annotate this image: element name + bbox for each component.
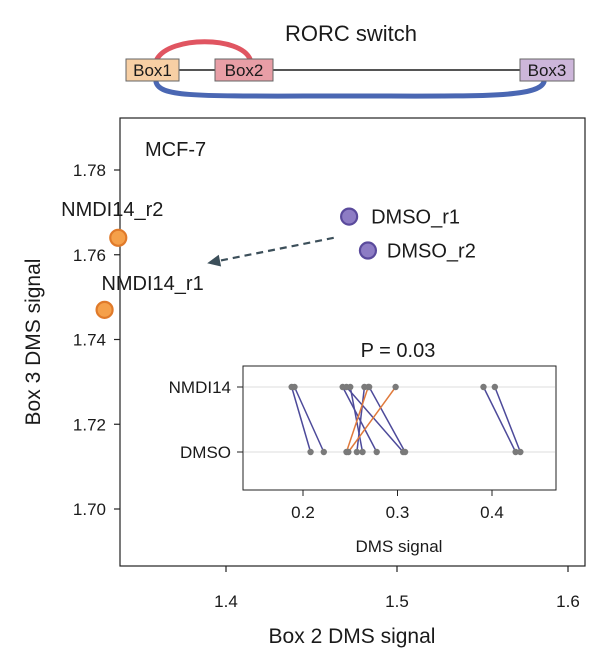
inset-pair-line bbox=[345, 386, 404, 453]
inset-p-value: P = 0.03 bbox=[361, 340, 436, 362]
inset-point-nmdi14 bbox=[365, 383, 372, 391]
shift-arrow-head bbox=[207, 254, 222, 267]
point-label: DMSO_r1 bbox=[371, 207, 460, 229]
main-x-tick-label: 1.4 bbox=[214, 592, 238, 611]
main-x-axis-label: Box 2 DMS signal bbox=[269, 625, 436, 648]
point-label: NMDI14_r1 bbox=[101, 273, 203, 295]
box2-rect bbox=[214, 58, 274, 82]
inset-pair-line bbox=[482, 386, 517, 453]
switch-schematic: RORC switch Box1 Box2 Box3 bbox=[125, 21, 575, 99]
switch-arc-long bbox=[153, 79, 547, 99]
box3-label: Box3 bbox=[528, 61, 567, 80]
shift-arrow bbox=[207, 236, 334, 267]
inset-point-dmso bbox=[345, 448, 352, 456]
inset-point-dmso bbox=[359, 448, 366, 456]
box2-label: Box2 bbox=[225, 61, 264, 80]
point-label: NMDI14_r2 bbox=[61, 199, 163, 221]
inset-pair-line bbox=[293, 386, 325, 453]
inset-chart: P = 0.03 NMDI14 DMSO 0.2 0.3 0.4 DMS signal bbox=[169, 340, 557, 556]
inset-pair-line bbox=[368, 386, 406, 453]
inset-point-dmso bbox=[353, 448, 361, 456]
box3-rect bbox=[519, 58, 575, 82]
main-plot-frame bbox=[119, 117, 586, 567]
point-nmdi14-r2 bbox=[109, 228, 128, 247]
inset-pair-line bbox=[345, 386, 369, 453]
inset-point-nmdi14 bbox=[347, 383, 354, 391]
inset-pair-line bbox=[494, 386, 522, 453]
main-y-tick-label: 1.72 bbox=[73, 415, 106, 434]
inset-x-tick-label: 0.2 bbox=[291, 503, 315, 522]
inset-x-tick-label: 0.4 bbox=[480, 503, 504, 522]
inset-point-nmdi14 bbox=[480, 383, 487, 391]
main-y-tick-label: 1.76 bbox=[73, 246, 106, 265]
inset-x-ticks: 0.2 0.3 0.4 bbox=[291, 490, 504, 522]
main-points: NMDI14_r2 NMDI14_r1 DMSO_r1 DMSO_r2 bbox=[61, 199, 476, 319]
switch-arc-short bbox=[154, 39, 253, 62]
inset-pair-line bbox=[347, 386, 397, 453]
inset-pair-line bbox=[356, 386, 366, 453]
point-label: DMSO_r2 bbox=[387, 241, 476, 263]
inset-point-dmso bbox=[401, 448, 409, 456]
main-x-tick-label: 1.6 bbox=[556, 592, 580, 611]
point-dmso-r2 bbox=[358, 241, 378, 260]
inset-pair-line bbox=[342, 386, 378, 453]
cell-line-label: MCF-7 bbox=[145, 139, 206, 161]
inset-point-nmdi14 bbox=[392, 383, 399, 391]
inset-point-dmso bbox=[307, 448, 314, 456]
inset-category-label: DMSO bbox=[180, 443, 231, 462]
inset-x-tick-label: 0.3 bbox=[386, 503, 410, 522]
main-y-tick-label: 1.74 bbox=[73, 331, 106, 350]
main-y-tick-label: 1.70 bbox=[73, 500, 106, 519]
inset-point-nmdi14 bbox=[491, 383, 499, 391]
box1-label: Box1 bbox=[133, 61, 172, 80]
inset-category-ticks: NMDI14 DMSO bbox=[169, 378, 243, 462]
main-x-tick-label: 1.5 bbox=[385, 592, 409, 611]
inset-point-dmso bbox=[373, 448, 380, 456]
main-chart: MCF-7 1.70 1.72 1.74 1.76 1.78 1.4 1.5 1.6 Box… bbox=[22, 117, 586, 648]
main-y-ticks: 1.70 1.72 1.74 1.76 1.78 bbox=[73, 161, 120, 519]
inset-pairs bbox=[288, 383, 524, 456]
inset-point-dmso bbox=[517, 448, 524, 456]
inset-point-dmso bbox=[320, 448, 327, 456]
switch-title: RORC switch bbox=[285, 21, 417, 46]
inset-pair-line bbox=[349, 386, 364, 453]
point-nmdi14-r1 bbox=[95, 300, 114, 319]
main-y-axis-label: Box 3 DMS signal bbox=[22, 259, 45, 426]
main-y-tick-label: 1.78 bbox=[73, 161, 106, 180]
inset-x-axis-label: DMS signal bbox=[356, 537, 443, 556]
inset-point-nmdi14 bbox=[291, 383, 298, 391]
point-dmso-r1 bbox=[340, 207, 359, 226]
inset-category-label: NMDI14 bbox=[169, 378, 231, 397]
main-x-ticks: 1.4 1.5 1.6 bbox=[214, 566, 580, 611]
inset-point-dmso bbox=[512, 448, 519, 456]
inset-pair-line bbox=[290, 386, 312, 453]
shift-arrow-shaft bbox=[216, 236, 334, 263]
box1-rect bbox=[125, 58, 180, 82]
